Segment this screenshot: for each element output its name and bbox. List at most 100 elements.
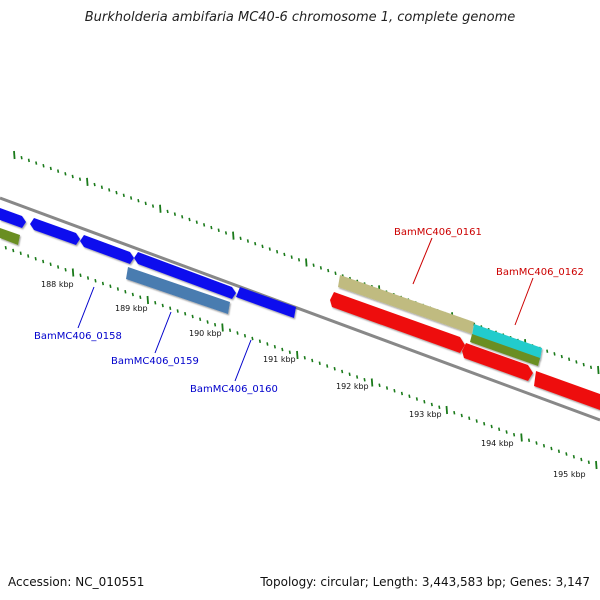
outer-row-minor-tick xyxy=(42,164,45,168)
gene-label-0162[interactable]: BamMC406_0162 xyxy=(496,267,584,278)
outer-row-minor-tick xyxy=(276,250,279,254)
gene-arrow-red-3[interactable] xyxy=(534,371,600,410)
outer-row-major-tick xyxy=(232,231,235,240)
inner-row-minor-tick xyxy=(64,268,67,272)
gene-label-0158[interactable]: BamMC406_0158 xyxy=(34,331,122,342)
inner-row-minor-tick xyxy=(550,446,553,451)
leader-line-0158 xyxy=(77,286,95,329)
gene-arrow-olive-1[interactable] xyxy=(0,228,20,245)
outer-row-minor-tick xyxy=(78,177,82,181)
inner-row-minor-tick xyxy=(393,389,396,393)
outer-row-minor-tick xyxy=(64,172,67,176)
inner-row-major-tick xyxy=(221,323,224,332)
genome-summary-text: Topology: circular; Length: 3,443,583 bp… xyxy=(260,575,590,589)
gene-arrow-blue-2[interactable] xyxy=(30,218,80,245)
inner-row-major-tick xyxy=(595,460,598,470)
inner-row-minor-tick xyxy=(505,430,508,434)
inner-row-major-tick xyxy=(370,378,374,387)
inner-row-minor-tick xyxy=(326,364,329,368)
outer-row-minor-tick xyxy=(254,241,257,246)
inner-row-minor-tick xyxy=(116,287,119,291)
inner-row-minor-tick xyxy=(587,460,590,464)
outer-row-minor-tick xyxy=(100,185,103,189)
inner-row-minor-tick xyxy=(288,350,291,354)
gene-arrow-blue-5[interactable] xyxy=(236,287,296,318)
outer-row-minor-tick xyxy=(560,354,563,359)
inner-row-minor-tick xyxy=(572,455,575,459)
gene-arrow-khaki[interactable] xyxy=(338,275,474,334)
inner-row-minor-tick xyxy=(176,309,179,313)
inner-row-minor-tick xyxy=(527,438,531,442)
inner-row-minor-tick xyxy=(213,323,217,327)
outer-row-minor-tick xyxy=(57,169,60,173)
leader-line-0160 xyxy=(234,339,252,382)
inner-row-minor-tick xyxy=(154,301,157,305)
outer-row-minor-tick xyxy=(568,357,571,361)
inner-row-minor-tick xyxy=(580,457,583,462)
inner-row-minor-tick xyxy=(430,402,433,407)
ruler-label-192: 192 kbp xyxy=(336,382,369,391)
gene-label-0160[interactable]: BamMC406_0160 xyxy=(190,384,278,395)
outer-row-minor-tick xyxy=(246,239,249,243)
outer-row-minor-tick xyxy=(210,225,213,230)
outer-row-major-tick xyxy=(597,365,600,375)
gene-arrow-red-2[interactable] xyxy=(462,343,533,381)
ruler-label-189: 189 kbp xyxy=(115,304,148,313)
inner-row-minor-tick xyxy=(12,248,15,253)
outer-row-minor-tick xyxy=(151,204,155,208)
inner-row-minor-tick xyxy=(415,397,418,401)
leader-line-0159 xyxy=(154,311,172,354)
outer-row-minor-tick xyxy=(93,182,96,187)
ruler-label-190: 190 kbp xyxy=(189,329,222,338)
gene-arrow-red-1[interactable] xyxy=(330,292,465,353)
inner-row-minor-tick xyxy=(385,386,389,390)
inner-row-minor-tick xyxy=(438,405,441,409)
outer-row-minor-tick xyxy=(297,258,301,262)
outer-row-minor-tick xyxy=(115,190,118,195)
inner-row-minor-tick xyxy=(236,331,239,335)
gene-arrow-blue-1[interactable] xyxy=(0,208,26,228)
ruler-label-191: 191 kbp xyxy=(263,355,296,364)
gene-arrow-steel[interactable] xyxy=(126,267,230,314)
inner-row-minor-tick xyxy=(460,413,463,418)
inner-row-minor-tick xyxy=(94,279,97,283)
inner-row-minor-tick xyxy=(169,306,172,310)
gene-label-0161[interactable]: BamMC406_0161 xyxy=(394,227,482,238)
outer-row-minor-tick xyxy=(130,196,133,200)
inner-row-major-tick xyxy=(520,433,523,442)
gene-arrow-cyan[interactable] xyxy=(472,324,542,360)
inner-row-minor-tick xyxy=(341,369,344,374)
outer-row-minor-tick xyxy=(71,174,74,179)
outer-row-minor-tick xyxy=(49,166,52,171)
inner-row-minor-tick xyxy=(191,314,194,319)
inner-row-minor-tick xyxy=(109,284,112,288)
gene-arrow-blue-3[interactable] xyxy=(80,235,134,264)
inner-row-minor-tick xyxy=(228,328,232,332)
gene-label-0159[interactable]: BamMC406_0159 xyxy=(111,356,199,367)
inner-row-minor-tick xyxy=(311,358,314,363)
outer-row-minor-tick xyxy=(35,161,38,165)
outer-row-minor-tick xyxy=(312,263,315,267)
inner-row-minor-tick xyxy=(243,334,247,338)
outer-row-minor-tick xyxy=(589,365,593,370)
outer-row-minor-tick xyxy=(239,236,242,241)
leader-line-0161 xyxy=(412,237,433,285)
inner-row-minor-tick xyxy=(199,317,202,321)
outer-row-minor-tick xyxy=(582,362,585,367)
inner-row-minor-tick xyxy=(333,367,336,371)
outer-row-minor-tick xyxy=(188,217,191,222)
gene-arrow-olive-2[interactable] xyxy=(470,334,540,366)
inner-row-minor-tick xyxy=(139,295,142,299)
inner-row-minor-tick xyxy=(542,444,546,448)
outer-row-minor-tick xyxy=(334,271,337,275)
outer-row-minor-tick xyxy=(27,158,30,163)
outer-row-minor-tick xyxy=(261,244,264,249)
outer-row-minor-tick xyxy=(268,247,271,251)
inner-row-minor-tick xyxy=(79,273,82,277)
gene-arrow-blue-4[interactable] xyxy=(134,252,236,299)
outer-row-minor-tick xyxy=(553,352,556,356)
outer-row-minor-tick xyxy=(283,252,286,257)
inner-row-minor-tick xyxy=(281,347,284,352)
inner-row-minor-tick xyxy=(86,276,90,280)
